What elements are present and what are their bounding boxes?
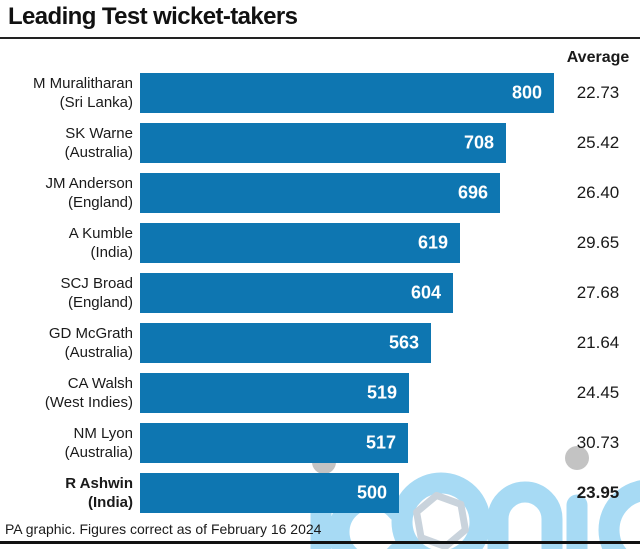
player-name: NM Lyon [73,425,133,442]
watermark-letter-o [391,472,491,549]
player-name: A Kumble [68,225,133,242]
player-country: (England) [67,194,133,211]
i-dot-icon [565,446,589,470]
hexagon-icon [413,491,469,549]
average-value: 22.73 [576,83,620,102]
player-name: GD McGrath [48,325,133,342]
player-country: (Australia) [64,144,133,161]
player-label: JM Anderson (England) [0,174,133,212]
bottom-divider [0,541,640,544]
average-value: 25.42 [576,133,620,152]
bar-value-label: 619 [417,232,448,253]
watermark-letter-n [487,481,563,549]
player-label: NM Lyon (Australia) [0,424,133,462]
bar-value-label: 517 [365,432,396,453]
bar-value-label: 563 [388,332,419,353]
bar-value-label: 519 [366,382,397,403]
wickets-bar: 500 [140,473,399,513]
average-value: 23.95 [576,483,620,502]
player-name: CA Walsh [67,375,133,392]
watermark-letter-c [598,480,640,549]
chart-row: CA Walsh (West Indies) 519 24.45 [0,368,640,418]
average-value: 26.40 [576,183,620,202]
source-note: PA graphic. Figures correct as of Februa… [5,521,322,537]
player-label: SK Warne (Australia) [0,124,133,162]
player-label: SCJ Broad (England) [0,274,133,312]
chart-row: NM Lyon (Australia) 517 30.73 [0,418,640,468]
bar-chart: M Muralitharan (Sri Lanka) 800 22.73 SK … [0,68,640,518]
chart-row: M Muralitharan (Sri Lanka) 800 22.73 [0,68,640,118]
player-country: (India) [88,494,133,511]
average-value: 27.68 [576,283,620,302]
bar-value-label: 708 [463,132,494,153]
player-label: A Kumble (India) [0,224,133,262]
player-country: (England) [67,294,133,311]
chart-row: SCJ Broad (England) 604 27.68 [0,268,640,318]
player-country: (India) [90,244,133,261]
player-label: M Muralitharan (Sri Lanka) [0,74,133,112]
player-country: (Sri Lanka) [59,94,133,111]
bar-value-label: 696 [457,182,488,203]
average-value: 21.64 [576,333,620,352]
player-name: JM Anderson [45,175,133,192]
chart-row-highlighted: R Ashwin (India) 500 23.95 [0,468,640,518]
player-country: (Australia) [64,444,133,461]
wickets-bar: 519 [140,373,409,413]
player-label: CA Walsh (West Indies) [0,374,133,412]
bar-value-label: 500 [356,482,387,503]
wickets-bar: 604 [140,273,453,313]
average-column-header: Average [566,49,630,66]
chart-row: SK Warne (Australia) 708 25.42 [0,118,640,168]
player-name: M Muralitharan [32,75,133,92]
page-title: Leading Test wicket-takers [8,3,298,30]
chart-row: JM Anderson (England) 696 26.40 [0,168,640,218]
player-name: SK Warne [65,125,133,142]
average-value: 29.65 [576,233,620,252]
wickets-bar: 517 [140,423,408,463]
player-label: GD McGrath (Australia) [0,324,133,362]
chart-row: GD McGrath (Australia) 563 21.64 [0,318,640,368]
player-name: SCJ Broad [60,275,133,292]
bar-value-label: 800 [511,82,542,103]
player-country: (Australia) [64,344,133,361]
wickets-bar: 696 [140,173,500,213]
wickets-bar: 708 [140,123,506,163]
average-value: 24.45 [576,383,620,402]
player-label: R Ashwin (India) [0,474,133,512]
wickets-bar: 563 [140,323,431,363]
wickets-bar: 800 [140,73,554,113]
title-divider [0,37,640,39]
wickets-bar: 619 [140,223,460,263]
chart-row: A Kumble (India) 619 29.65 [0,218,640,268]
bar-value-label: 604 [410,282,441,303]
player-country: (West Indies) [44,394,133,411]
average-value: 30.73 [576,433,620,452]
player-name: R Ashwin [65,475,133,492]
